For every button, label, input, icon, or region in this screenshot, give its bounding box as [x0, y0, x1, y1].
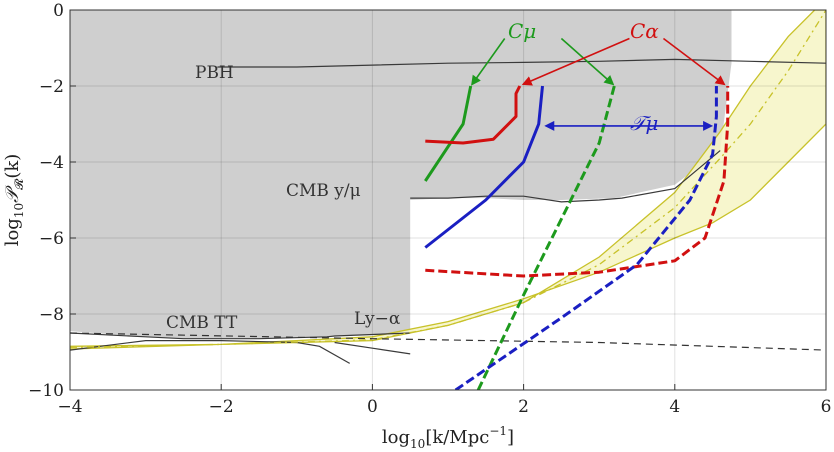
cmb-tt-label: CMB TT: [166, 313, 238, 333]
x-tick-label: −2: [209, 397, 234, 417]
t-mu-label: 𝒯μ: [630, 111, 658, 135]
y-axis-label-pre: log: [2, 218, 23, 246]
ly-alpha-label: Ly−α: [354, 309, 401, 329]
t-mu-dashed-line: [454, 86, 718, 390]
cmb-ymu-curve: [410, 150, 721, 203]
x-tick-label: 0: [367, 397, 378, 417]
x-axis-label-sup: −1: [489, 424, 507, 438]
ticks-layer: −4 −2 0 2 4 6 0 −2 −4 −6 −8 −10: [28, 1, 831, 417]
plot-frame: [69, 9, 827, 391]
y-axis-label-sub2: 𝓡: [12, 178, 26, 190]
lines-layer: [70, 10, 826, 390]
y-axis-label: log10𝒫𝓡(k): [2, 154, 26, 247]
y-tick-label: 0: [53, 1, 64, 21]
x-tick-label: 6: [821, 397, 832, 417]
grid-layer: [70, 10, 826, 390]
arrow-cmu-left: [471, 38, 506, 86]
c-alpha-solid-line: [425, 85, 522, 145]
arrows-layer: [471, 37, 726, 131]
cmb-tt-upper: [70, 332, 411, 340]
reference-dashed-line: [70, 332, 826, 351]
y-tick-label: −10: [28, 381, 64, 401]
cmb-ymu-label: CMB y/μ: [286, 181, 361, 201]
arrow-calpha-right: [662, 37, 726, 86]
y-tick-label: −8: [39, 305, 64, 325]
arrow-calpha-left: [521, 37, 630, 86]
c-mu-label: Cμ: [508, 19, 536, 43]
pbh-label: PBH: [195, 63, 234, 83]
x-tick-label: 2: [518, 397, 529, 417]
y-axis-label-sub: 10: [12, 203, 26, 218]
cmb-tt-lower: [70, 340, 350, 364]
x-axis-label: log10[k/Mpc−1]: [382, 424, 514, 448]
y-tick-label: −2: [39, 77, 64, 97]
x-axis-label-pre: log: [382, 427, 410, 448]
x-axis-label-post: [k/Mpc: [425, 427, 489, 448]
y-tick-label: −4: [39, 153, 64, 173]
lyalpha-lower: [334, 341, 411, 355]
pbh-curve: [217, 58, 826, 68]
x-axis-label-end: ]: [507, 427, 514, 448]
y-tick-label: −6: [39, 229, 64, 249]
c-alpha-label: Cα: [630, 19, 659, 43]
y-axis-label-tail: (k): [2, 154, 23, 179]
t-mu-solid-line: [424, 85, 544, 249]
c-mu-solid-line: [424, 85, 473, 182]
arrow-cmu-right: [560, 37, 615, 86]
x-tick-label: 4: [669, 397, 680, 417]
x-tick-label: −4: [57, 397, 82, 417]
c-alpha-dashed-line: [425, 86, 730, 278]
gray-excluded-region: [70, 10, 732, 339]
x-axis-label-sub: 10: [410, 437, 425, 448]
